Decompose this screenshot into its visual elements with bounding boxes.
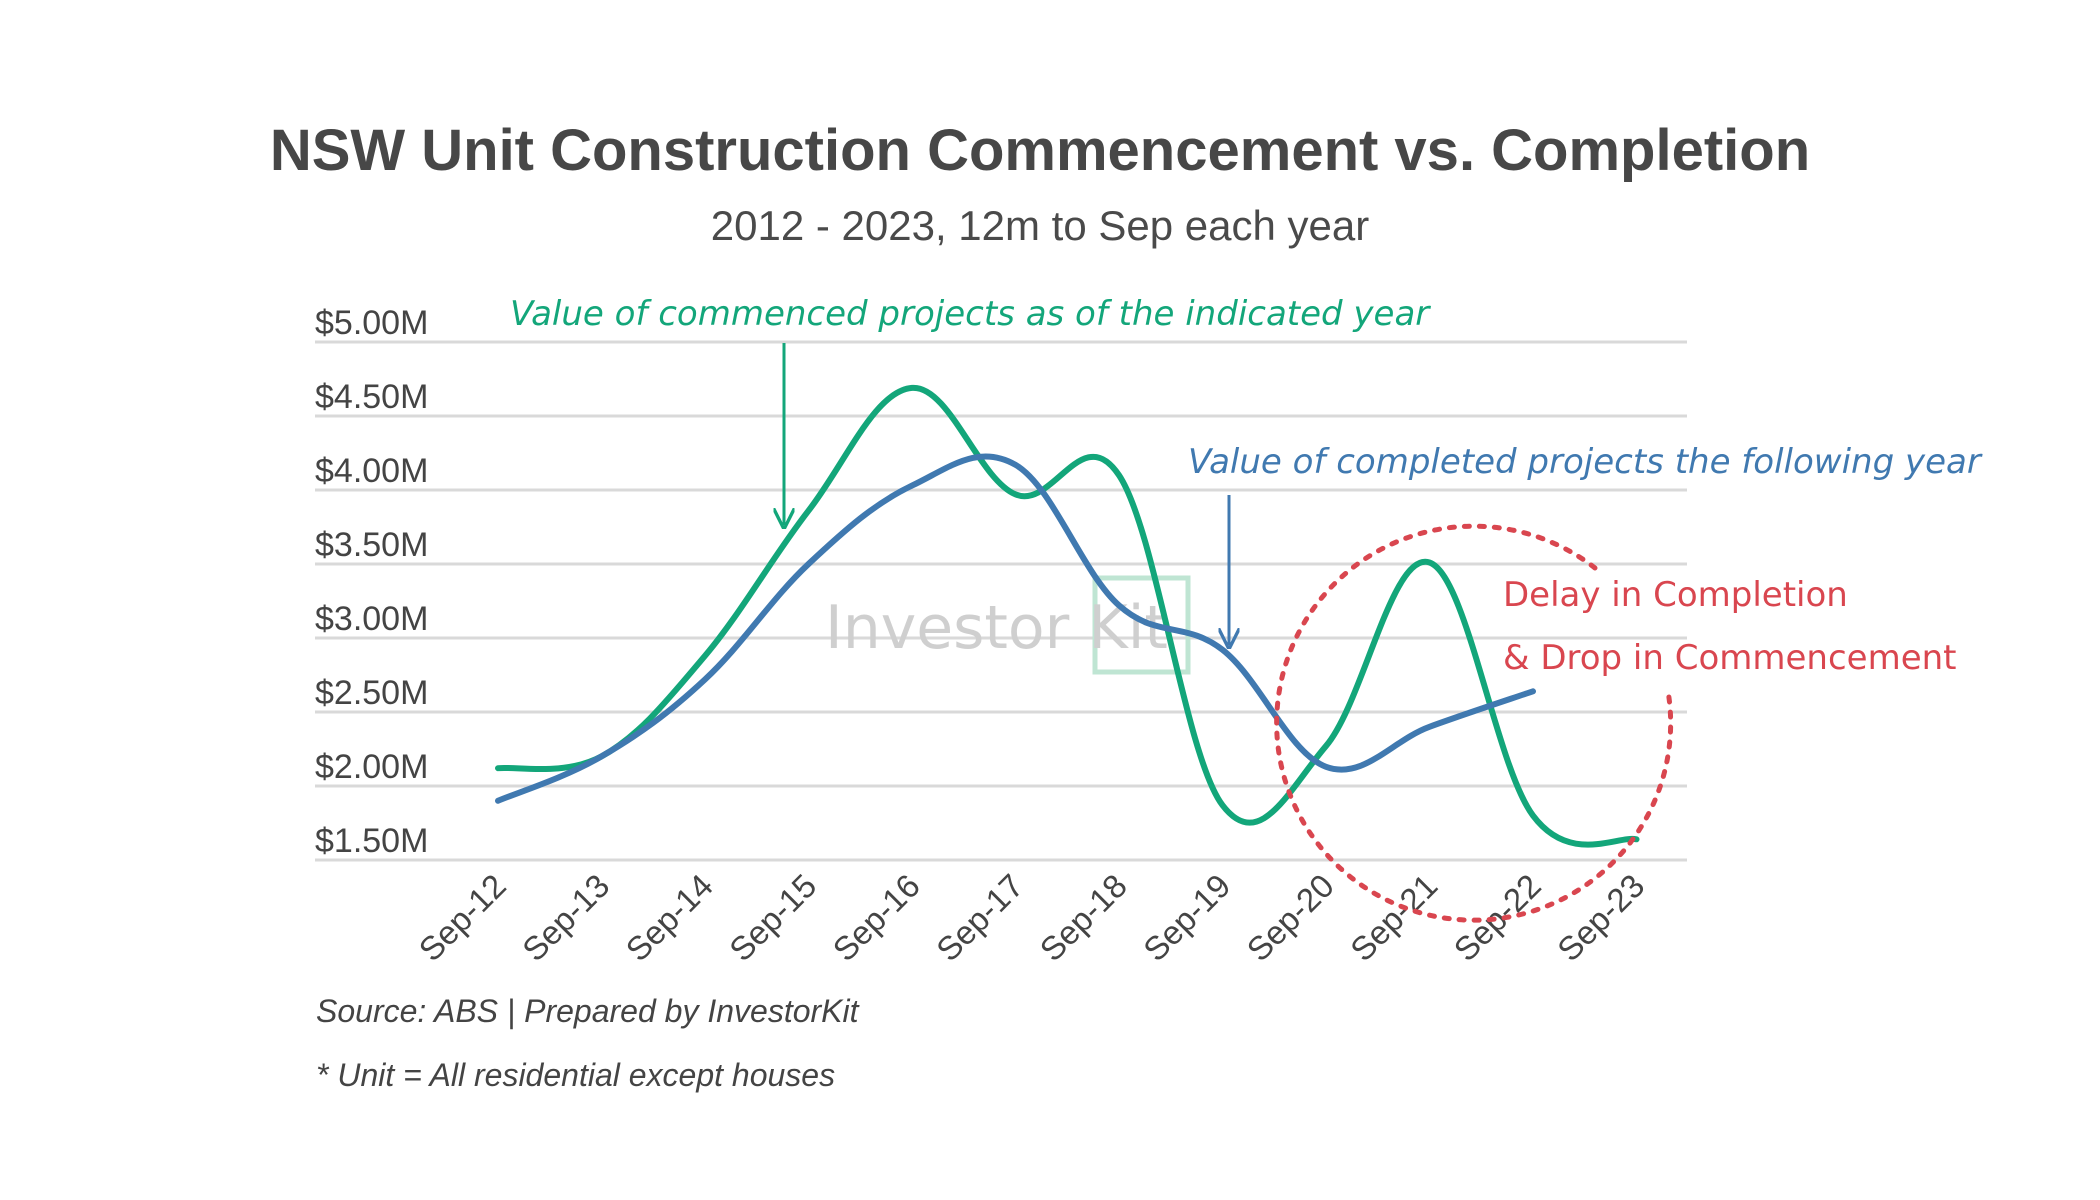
x-tick-label: Sep-18 [1033, 867, 1134, 968]
x-tick-label: Sep-23 [1550, 867, 1651, 968]
y-tick-label: $3.00M [315, 600, 428, 638]
y-tick-label: $2.00M [315, 748, 428, 786]
investorkit-watermark: Investor Kit [825, 575, 1191, 675]
unit-footnote: * Unit = All residential except houses [316, 1057, 835, 1093]
y-tick-label: $5.00M [315, 304, 428, 342]
x-tick-label: Sep-15 [722, 867, 823, 968]
commenced-series-line [495, 384, 1640, 848]
watermark-k-box [1092, 575, 1191, 675]
y-tick-label: $2.50M [315, 674, 428, 712]
watermark-text: Investor Kit [825, 593, 1168, 663]
x-tick-label: Sep-17 [929, 867, 1030, 968]
x-tick-label: Sep-13 [515, 867, 616, 968]
y-tick-label: $4.00M [315, 452, 428, 490]
callout-line-1: Delay in Completion [1503, 575, 1848, 615]
x-tick-label: Sep-19 [1136, 867, 1237, 968]
x-tick-label: Sep-20 [1240, 867, 1341, 968]
x-tick-label: Sep-14 [619, 867, 720, 968]
y-tick-label: $4.50M [315, 378, 428, 416]
completed-annotation: Value of completed projects the followin… [1188, 442, 1983, 482]
completed-series-line [495, 453, 1536, 804]
x-tick-label: Sep-12 [412, 867, 513, 968]
y-axis-tick-labels: $1.50M $2.00M $2.50M $3.00M $3.50M $4.00M $4.5… [315, 304, 428, 860]
y-tick-label: $1.50M [315, 822, 428, 860]
series-lines [495, 384, 1640, 848]
callout-line-2: & Drop in Commencement [1503, 638, 1957, 678]
chart-title: NSW Unit Construction Commencement vs. C… [270, 118, 1810, 183]
x-tick-label: Sep-16 [826, 867, 927, 968]
y-tick-label: $3.50M [315, 526, 428, 564]
callout-circle [1274, 523, 1674, 923]
x-axis-tick-labels: Sep-12 Sep-13 Sep-14 Sep-15 Sep-16 Sep-17 Sep-… [412, 867, 1652, 968]
source-note: Source: ABS | Prepared by InvestorKit [316, 993, 860, 1029]
commenced-annotation: Value of commenced projects as of the in… [510, 294, 1431, 334]
chart-subtitle: 2012 - 2023, 12m to Sep each year [711, 202, 1369, 249]
